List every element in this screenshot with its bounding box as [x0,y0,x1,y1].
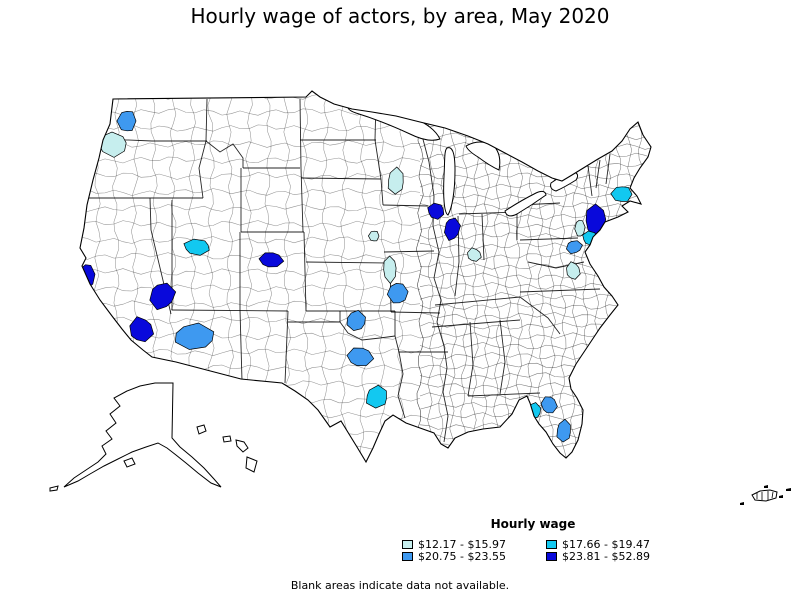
map-area-6 [174,322,215,350]
legend-swatch-2 [402,552,413,561]
legend-item-2: $20.75 - $23.55 [402,551,520,562]
legend-item-1: $17.66 - $19.47 [546,539,664,550]
map-area-17 [366,384,387,409]
legend-swatch-1 [546,540,557,549]
map-area-13 [444,217,461,242]
map-area-16 [346,347,375,366]
map-area-12 [427,202,445,220]
map-area-10 [383,255,397,285]
map-area-3 [183,238,210,256]
legend-item-0: $12.17 - $15.97 [402,539,520,550]
page-title: Hourly wage of actors, by area, May 2020 [190,4,610,28]
map-area-23 [566,261,581,280]
map-area-26 [556,418,571,443]
map-area-4 [149,282,177,311]
legend-label-3: $23.81 - $52.89 [562,550,650,563]
map-area-8 [387,166,404,195]
legend-label-2: $20.75 - $23.55 [418,550,506,563]
legend-item-3: $23.81 - $52.89 [546,551,664,562]
map-note: Blank areas indicate data not available. [290,579,510,592]
map-area-22 [566,240,583,255]
legend-swatch-3 [546,552,557,561]
legend-title: Hourly wage [490,517,576,531]
legend: Hourly wage $12.17 - $15.97 $17.66 - $19.… [402,517,664,562]
legend-label-0: $12.17 - $15.97 [418,538,506,551]
map-area-0 [116,111,137,132]
map-area-25 [540,396,558,414]
map-area-20 [574,219,586,237]
legend-swatch-0 [402,540,413,549]
map-area-11 [386,283,409,304]
map-area-15 [346,309,366,331]
map-area-7 [258,252,285,268]
map-area-9 [367,230,380,242]
map-area-5 [129,316,154,343]
legend-items: $12.17 - $15.97 $17.66 - $19.47 $20.75 - $… [402,539,664,562]
legend-label-1: $17.66 - $19.47 [562,538,650,551]
map-area-14 [467,247,482,262]
map-area-18 [610,186,633,202]
